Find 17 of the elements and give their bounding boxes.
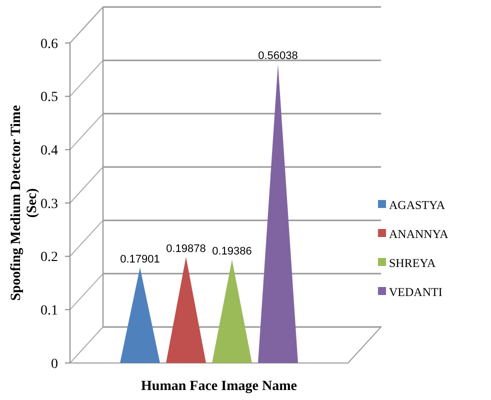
y-tick-label: 0.6 — [40, 36, 58, 52]
y-tick-label: 0 — [51, 356, 58, 372]
data-label: 0.56038 — [258, 50, 298, 62]
data-label: 0.17901 — [120, 254, 160, 266]
data-label: 0.19878 — [166, 242, 206, 255]
y-tick-label: 0.1 — [40, 304, 58, 319]
y-tick-label: 0.3 — [40, 196, 58, 212]
legend-label: SHREYA — [389, 256, 436, 270]
x-axis-title: Human Face Image Name — [141, 379, 297, 394]
legend-label: ANANNYA — [389, 227, 449, 242]
data-label: 0.19386 — [212, 246, 252, 258]
legend-label: AGASTYA — [389, 198, 446, 212]
y-axis-title: Spoofing Medium Detector Time (Sec) — [9, 105, 40, 301]
legend-label: VEDANTI — [389, 285, 442, 300]
y-tick-label: 0.2 — [40, 250, 58, 266]
y-tick-label: 0.4 — [40, 144, 58, 159]
y-tick-label: 0.5 — [40, 90, 58, 106]
